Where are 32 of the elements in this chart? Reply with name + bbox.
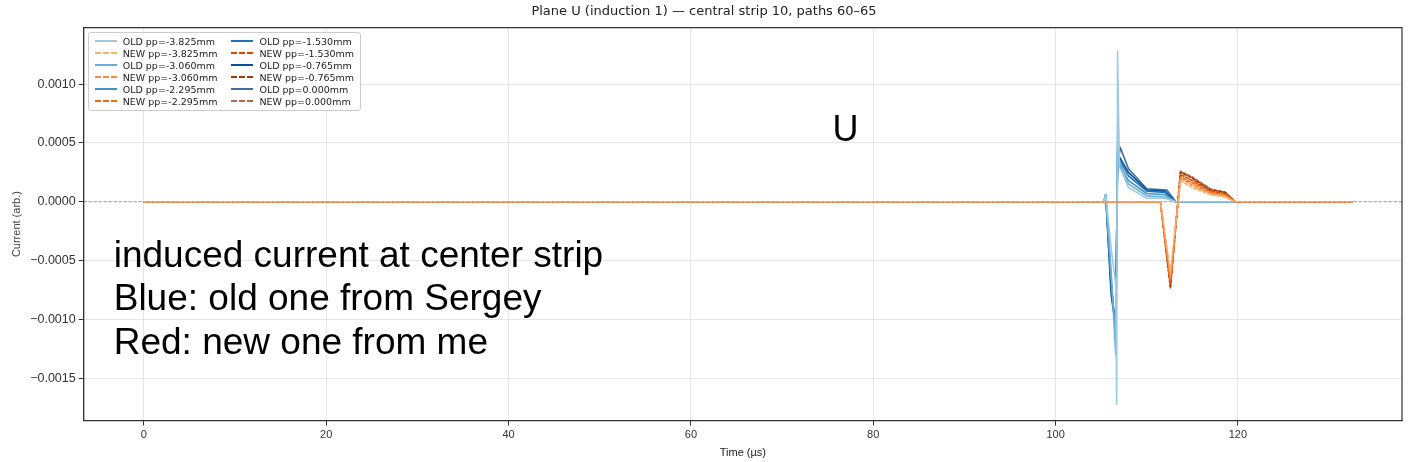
y-tick-label: 0.0000 bbox=[37, 194, 76, 209]
legend-label: OLD pp=-1.530mm bbox=[259, 35, 352, 47]
legend-label: OLD pp=-3.825mm bbox=[122, 35, 215, 47]
annotation: Blue: old one from Sergey bbox=[113, 276, 543, 320]
legend-label: NEW pp=0.000mm bbox=[259, 95, 351, 107]
legend-label: OLD pp=-0.765mm bbox=[259, 59, 352, 71]
legend-label: OLD pp=-3.060mm bbox=[122, 59, 215, 71]
x-tick-label: 80 bbox=[867, 428, 880, 441]
legend-label: OLD pp=0.000mm bbox=[259, 83, 349, 95]
legend-label: NEW pp=-0.765mm bbox=[259, 71, 355, 83]
x-tick-label: 60 bbox=[684, 428, 698, 441]
y-tick-label: −0.0010 bbox=[30, 311, 76, 326]
annotation: Red: new one from me bbox=[113, 319, 489, 364]
x-tick-label: 120 bbox=[1228, 428, 1248, 441]
x-tick-label: 100 bbox=[1046, 428, 1065, 441]
legend-label: NEW pp=-3.060mm bbox=[122, 71, 218, 83]
legend-label: NEW pp=-3.825mm bbox=[122, 47, 218, 59]
legend-label: OLD pp=-2.295mm bbox=[122, 83, 215, 95]
legend-label: NEW pp=-2.295mm bbox=[122, 95, 218, 107]
y-tick-label: 0.0010 bbox=[37, 76, 76, 91]
x-axis-title: Time (µs) bbox=[719, 446, 766, 459]
y-tick-label: 0.0005 bbox=[37, 135, 76, 150]
x-tick-label: 40 bbox=[502, 428, 515, 441]
x-tick-label: 20 bbox=[320, 428, 333, 441]
annotation: U bbox=[832, 107, 859, 151]
legend-label: NEW pp=-1.530mm bbox=[259, 47, 355, 59]
annotation: induced current at center strip bbox=[113, 232, 604, 277]
y-axis-title: Current (arb.) bbox=[9, 191, 22, 258]
y-tick-label: −0.0005 bbox=[30, 253, 76, 268]
chart-title: Plane U (induction 1) — central strip 10, paths 60–65 bbox=[531, 3, 877, 19]
y-tick-label: −0.0015 bbox=[30, 370, 76, 385]
x-tick-label: 0 bbox=[140, 428, 147, 441]
